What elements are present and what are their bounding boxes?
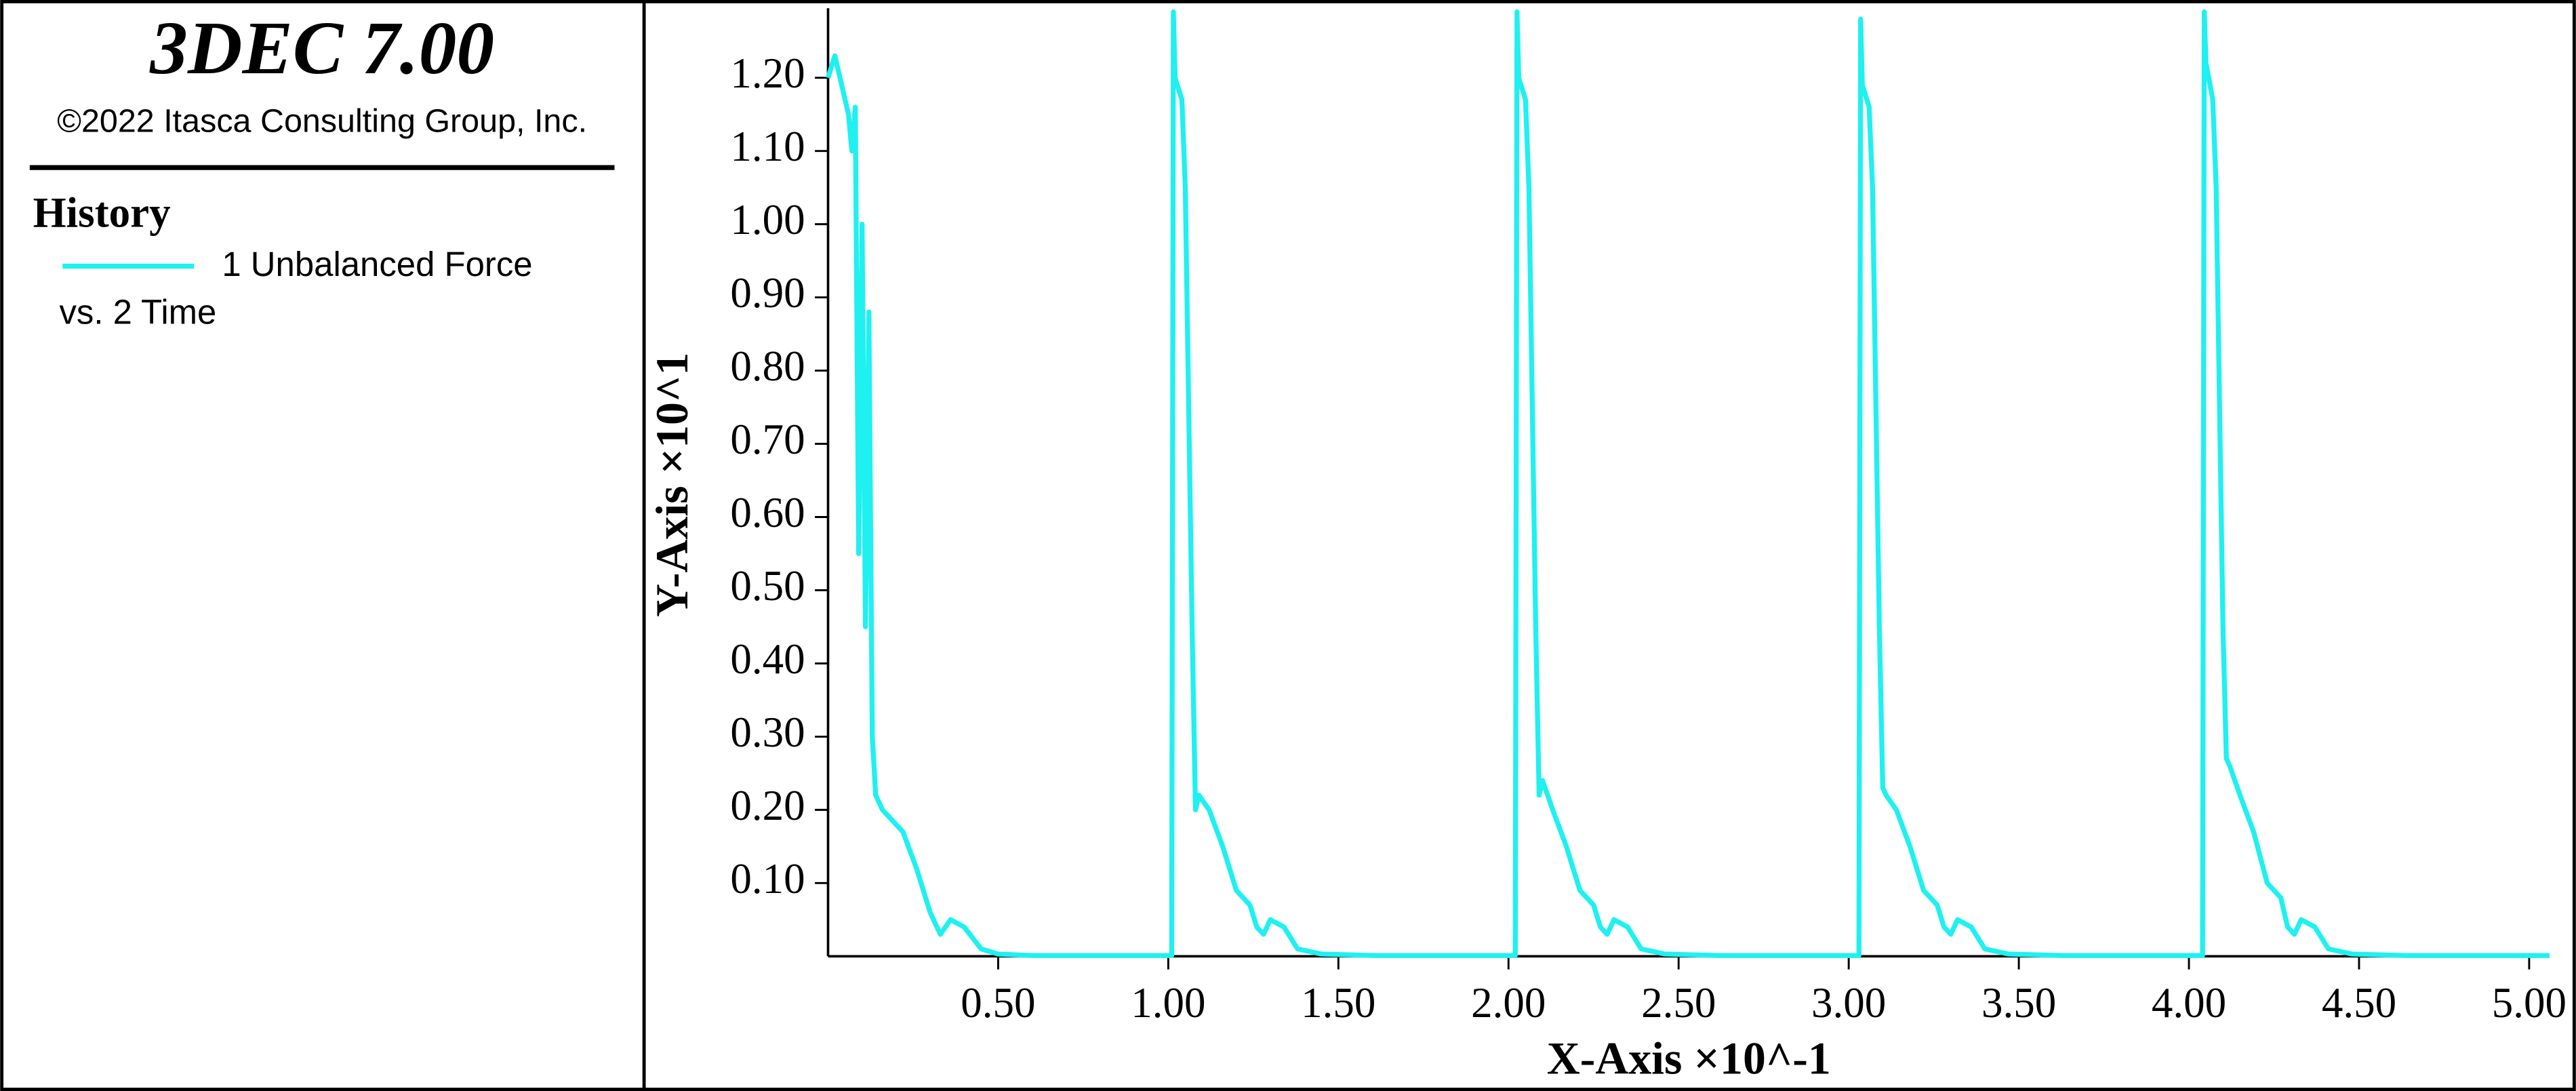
y-tick-label: 0.60: [730, 489, 805, 536]
copyright: ©2022 Itasca Consulting Group, Inc.: [57, 103, 587, 140]
y-tick-label: 1.20: [730, 49, 805, 97]
y-axis-label: Y-Axis ×10^1: [647, 353, 698, 617]
x-tick-label: 1.50: [1301, 979, 1375, 1027]
legend-entry: 1 Unbalanced Force vs. 2 Time: [59, 246, 533, 332]
y-tick-label: 0.40: [730, 635, 805, 683]
x-tick-label: 3.50: [1981, 979, 2056, 1027]
y-tick-label: 1.00: [730, 196, 805, 243]
y-tick-label: 0.70: [730, 416, 805, 463]
y-tick-label: 1.10: [730, 123, 805, 170]
x-tick-label: 4.50: [2322, 979, 2396, 1027]
y-tick-label: 0.90: [730, 269, 805, 317]
y-tick-label: 0.80: [730, 342, 805, 390]
x-tick-label: 5.00: [2492, 979, 2567, 1027]
x-axis-label: X-Axis ×10^-1: [1547, 1033, 1831, 1084]
x-tick-label: 3.00: [1811, 979, 1886, 1027]
y-tick-label: 0.50: [730, 562, 805, 610]
x-tick-label: 1.00: [1131, 979, 1205, 1027]
x-tick-label: 2.00: [1471, 979, 1546, 1027]
y-tick-label: 0.10: [730, 855, 805, 902]
x-tick-label: 2.50: [1641, 979, 1716, 1027]
y-tick-label: 0.30: [730, 709, 805, 756]
app-title: 3DEC 7.00: [149, 7, 494, 90]
x-tick-label: 0.50: [961, 979, 1035, 1027]
data-line: [826, 9, 2550, 958]
legend-title: History: [33, 189, 171, 236]
x-tick-label: 4.00: [2152, 979, 2226, 1027]
legend-label: 1 Unbalanced Force vs. 2 Time: [59, 246, 533, 332]
y-tick-label: 0.20: [730, 782, 805, 829]
